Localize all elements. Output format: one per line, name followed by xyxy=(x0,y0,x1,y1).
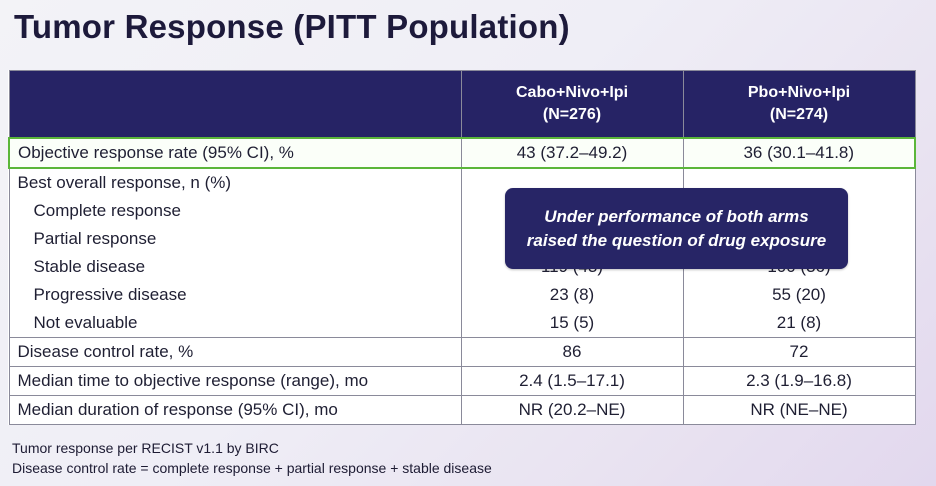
row-value-cabo: NR (20.2–NE) xyxy=(460,395,684,425)
row-label: Stable disease xyxy=(8,253,462,281)
table-row-progressive-disease: Progressive disease 23 (8) 55 (20) xyxy=(8,281,916,309)
footnote-dcr-definition: Disease control rate = complete response… xyxy=(12,460,492,476)
slide-title: Tumor Response (PITT Population) xyxy=(14,8,570,45)
callout-box: Under performance of both arms raised th… xyxy=(505,188,848,269)
row-label: Median duration of response (95% CI), mo xyxy=(8,395,462,425)
row-value-pbo: 36 (30.1–41.8) xyxy=(682,137,916,169)
header-arm-name: Pbo+Nivo+Ipi xyxy=(747,84,851,101)
callout-line: raised the question of drug exposure xyxy=(526,230,827,250)
tumor-response-table: Cabo+Nivo+Ipi (N=276) Pbo+Nivo+Ipi (N=27… xyxy=(8,70,916,425)
row-value-cabo: 2.4 (1.5–17.1) xyxy=(460,366,684,396)
row-label: Disease control rate, % xyxy=(8,337,462,367)
row-value-cabo: 43 (37.2–49.2) xyxy=(460,137,684,169)
row-value-pbo: NR (NE–NE) xyxy=(682,395,916,425)
row-label: Complete response xyxy=(8,197,462,225)
row-label: Median time to objective response (range… xyxy=(8,366,462,396)
header-pbo-nivo-ipi: Pbo+Nivo+Ipi (N=274) xyxy=(682,70,916,139)
row-value-cabo: 23 (8) xyxy=(460,281,684,309)
table-row-time-to-response: Median time to objective response (range… xyxy=(8,366,916,396)
row-value-cabo: 86 xyxy=(460,337,684,367)
row-label: Not evaluable xyxy=(8,309,462,338)
table-row-disease-control-rate: Disease control rate, % 86 72 xyxy=(8,337,916,367)
callout-line: Under performance of both arms xyxy=(544,206,809,226)
table-row-not-evaluable: Not evaluable 15 (5) 21 (8) xyxy=(8,309,916,338)
row-label: Progressive disease xyxy=(8,281,462,309)
table-header-row: Cabo+Nivo+Ipi (N=276) Pbo+Nivo+Ipi (N=27… xyxy=(8,70,916,139)
row-value-pbo: 21 (8) xyxy=(682,309,916,338)
row-value-cabo: 15 (5) xyxy=(460,309,684,338)
row-value-pbo: 55 (20) xyxy=(682,281,916,309)
table-row-orr: Objective response rate (95% CI), % 43 (… xyxy=(8,137,916,169)
header-arm-n: (N=276) xyxy=(542,106,602,123)
header-arm-n: (N=274) xyxy=(769,106,829,123)
row-value-pbo: 2.3 (1.9–16.8) xyxy=(682,366,916,396)
row-label: Partial response xyxy=(8,225,462,253)
row-value-pbo: 72 xyxy=(682,337,916,367)
footnote-recist: Tumor response per RECIST v1.1 by BIRC xyxy=(12,440,279,456)
row-label: Objective response rate (95% CI), % xyxy=(8,137,462,169)
table-row-duration-of-response: Median duration of response (95% CI), mo… xyxy=(8,395,916,425)
header-cabo-nivo-ipi: Cabo+Nivo+Ipi (N=276) xyxy=(460,70,684,139)
header-arm-name: Cabo+Nivo+Ipi xyxy=(515,84,629,101)
header-empty-cell xyxy=(8,70,462,139)
row-label: Best overall response, n (%) xyxy=(8,168,462,197)
